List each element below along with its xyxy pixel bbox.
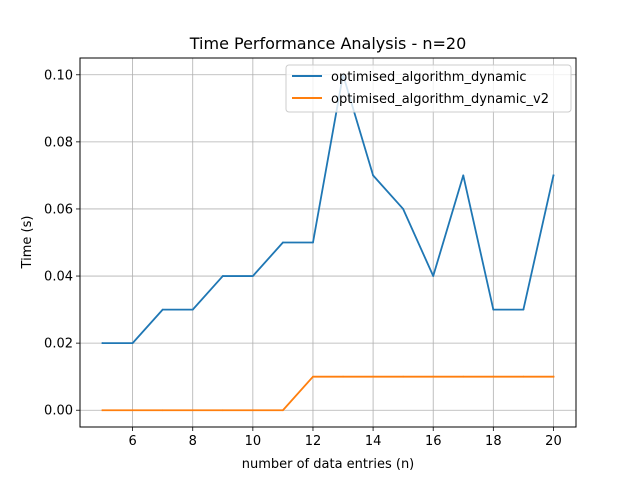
x-tick-label: 20 <box>545 434 562 449</box>
plot-background <box>80 58 576 427</box>
y-tick-label: 0.04 <box>44 270 73 285</box>
data-point-optimised-algorithm-dynamic-v2 <box>251 409 254 412</box>
data-point-optimised-algorithm-dynamic <box>101 342 104 345</box>
data-point-optimised-algorithm-dynamic <box>221 275 224 277</box>
data-point-optimised-algorithm-dynamic <box>432 275 435 277</box>
y-tick-label: 0.06 <box>44 202 73 217</box>
data-point-optimised-algorithm-dynamic-v2 <box>342 375 344 378</box>
data-point-optimised-algorithm-dynamic-v2 <box>372 375 374 378</box>
legend-label-optimised-algorithm-dynamic-v2: optimised_algorithm_dynamic_v2 <box>331 92 549 107</box>
chart-title: Time Performance Analysis - n=20 <box>189 34 467 53</box>
data-point-optimised-algorithm-dynamic-v2 <box>221 409 224 412</box>
data-point-optimised-algorithm-dynamic-v2 <box>312 375 314 378</box>
data-point-optimised-algorithm-dynamic <box>131 342 134 345</box>
data-point-optimised-algorithm-dynamic <box>402 208 405 210</box>
series-lines <box>101 73 555 412</box>
x-tick-label: 16 <box>425 434 442 449</box>
series-line-optimised-algorithm-dynamic <box>101 73 555 345</box>
data-point-optimised-algorithm-dynamic <box>372 174 374 177</box>
x-tick-label: 8 <box>189 434 197 449</box>
data-point-optimised-algorithm-dynamic-v2 <box>101 409 104 412</box>
data-point-optimised-algorithm-dynamic-v2 <box>522 375 525 378</box>
axis-ticks: 6 8 10 12 14 16 18 20 0.00 0.02 0.04 0.06 0.08 0.10 <box>44 68 562 449</box>
data-point-optimised-algorithm-dynamic-v2 <box>131 409 134 412</box>
plot-frame <box>79 57 577 428</box>
data-point-optimised-algorithm-dynamic <box>492 308 495 311</box>
data-point-optimised-algorithm-dynamic-v2 <box>552 375 555 378</box>
y-axis-label: Time (s) <box>20 216 35 270</box>
data-point-optimised-algorithm-dynamic <box>312 241 314 244</box>
y-tick-label: 0.00 <box>44 404 73 419</box>
x-tick-label: 18 <box>485 434 502 449</box>
y-tick-label: 0.08 <box>44 135 73 150</box>
data-point-optimised-algorithm-dynamic-v2 <box>462 375 465 378</box>
data-point-optimised-algorithm-dynamic <box>522 308 525 311</box>
y-tick-label: 0.02 <box>44 337 73 352</box>
data-point-optimised-algorithm-dynamic-v2 <box>161 409 164 412</box>
data-point-optimised-algorithm-dynamic <box>282 241 284 244</box>
data-point-optimised-algorithm-dynamic-v2 <box>432 375 435 378</box>
data-point-optimised-algorithm-dynamic <box>161 308 164 311</box>
data-point-optimised-algorithm-dynamic-v2 <box>492 375 495 378</box>
legend-box <box>285 64 572 113</box>
legend-label-optimised-algorithm-dynamic: optimised_algorithm_dynamic <box>331 70 527 85</box>
x-tick-label: 14 <box>365 434 382 449</box>
series-line-optimised-algorithm-dynamic-v2 <box>101 375 555 412</box>
y-tick-label: 0.10 <box>44 68 73 83</box>
x-tick-label: 12 <box>305 434 322 449</box>
x-tick-label: 6 <box>128 434 136 449</box>
x-tick-label: 10 <box>245 434 262 449</box>
data-point-optimised-algorithm-dynamic <box>251 275 254 277</box>
data-point-optimised-algorithm-dynamic <box>552 174 555 177</box>
x-axis-label: number of data entries (n) <box>242 457 415 472</box>
data-point-optimised-algorithm-dynamic-v2 <box>402 375 405 378</box>
legend: optimised_algorithm_dynamic optimised_al… <box>285 64 572 113</box>
data-point-optimised-algorithm-dynamic <box>462 174 465 177</box>
data-point-optimised-algorithm-dynamic-v2 <box>191 409 194 412</box>
data-point-optimised-algorithm-dynamic <box>191 308 194 311</box>
data-point-optimised-algorithm-dynamic-v2 <box>282 409 284 412</box>
